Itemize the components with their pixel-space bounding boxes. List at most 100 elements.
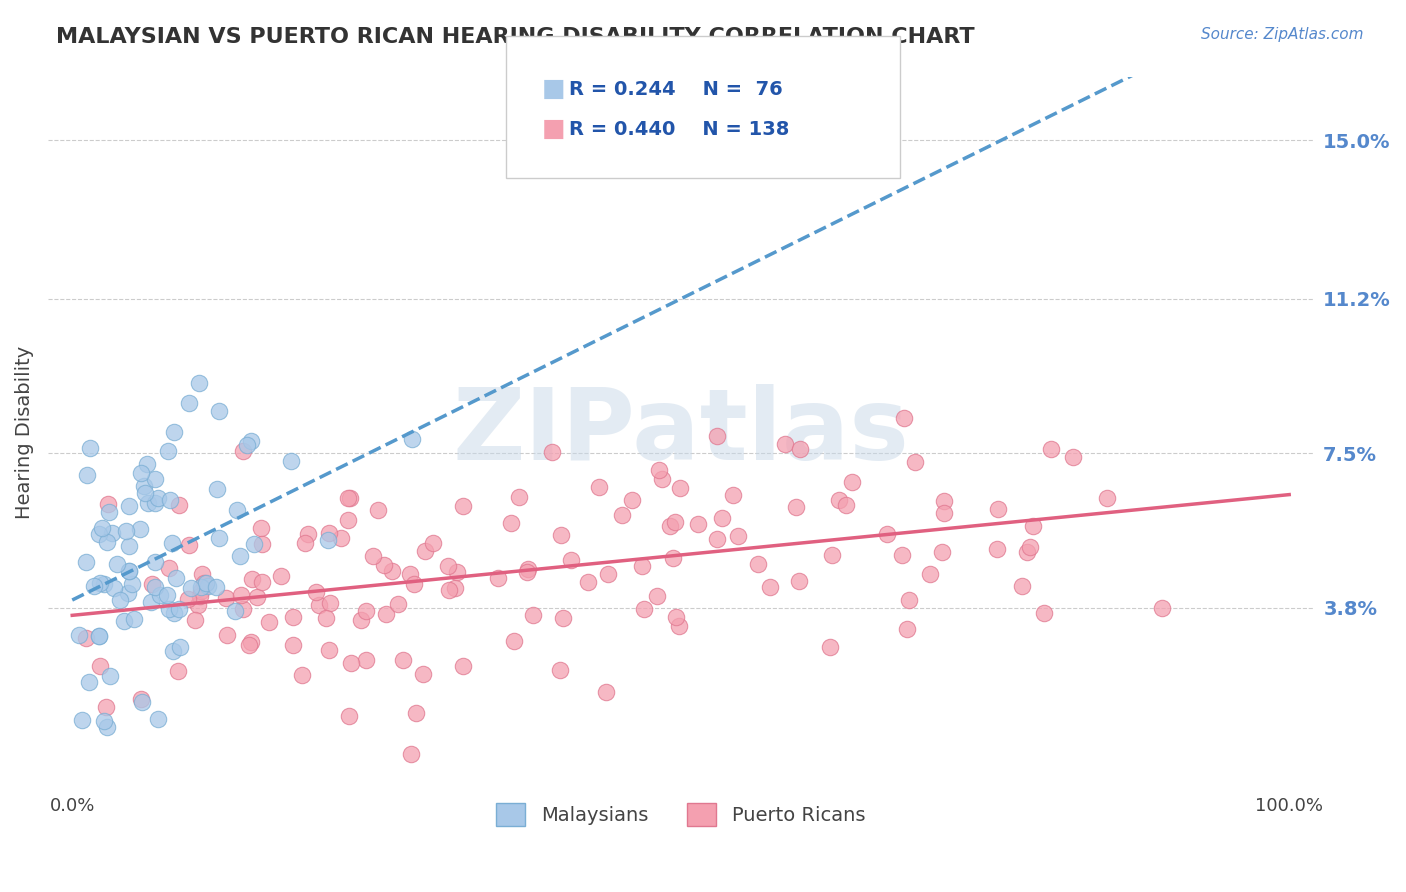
Puerto Ricans	[349, 614, 371, 628]
Puerto Ricans	[550, 527, 572, 541]
Puerto Ricans	[232, 444, 254, 458]
Puerto Ricans	[238, 638, 260, 652]
Puerto Ricans	[294, 536, 316, 550]
Puerto Ricans	[1040, 442, 1063, 457]
Malaysians	[112, 615, 135, 629]
Puerto Ricans	[706, 532, 728, 546]
Puerto Ricans	[184, 613, 207, 627]
Malaysians	[117, 585, 139, 599]
Malaysians	[163, 606, 186, 620]
Puerto Ricans	[818, 640, 841, 655]
Puerto Ricans	[250, 520, 273, 534]
Puerto Ricans	[508, 490, 530, 504]
Puerto Ricans	[828, 493, 851, 508]
Puerto Ricans	[412, 666, 434, 681]
Malaysians	[76, 467, 98, 482]
Puerto Ricans	[706, 429, 728, 443]
Puerto Ricans	[250, 575, 273, 590]
Puerto Ricans	[337, 491, 360, 505]
Puerto Ricans	[596, 567, 619, 582]
Puerto Ricans	[835, 498, 858, 512]
Malaysians	[167, 601, 190, 615]
Malaysians	[77, 675, 100, 690]
Malaysians	[180, 582, 202, 596]
Puerto Ricans	[437, 559, 460, 574]
Puerto Ricans	[283, 610, 305, 624]
Puerto Ricans	[177, 592, 200, 607]
Puerto Ricans	[381, 564, 404, 578]
Legend: Malaysians, Puerto Ricans: Malaysians, Puerto Ricans	[488, 795, 873, 834]
Puerto Ricans	[318, 525, 340, 540]
Puerto Ricans	[1021, 519, 1043, 533]
Malaysians	[101, 526, 124, 541]
Puerto Ricans	[415, 544, 437, 558]
Malaysians	[131, 694, 153, 708]
Malaysians	[187, 376, 209, 390]
Puerto Ricans	[1062, 450, 1084, 464]
Puerto Ricans	[787, 574, 810, 588]
Puerto Ricans	[373, 558, 395, 572]
Puerto Ricans	[239, 634, 262, 648]
Puerto Ricans	[540, 445, 562, 459]
Malaysians	[401, 432, 423, 446]
Malaysians	[89, 527, 111, 541]
Puerto Ricans	[648, 463, 671, 477]
Malaysians	[195, 576, 218, 591]
Puerto Ricans	[167, 498, 190, 512]
Malaysians	[93, 577, 115, 591]
Malaysians	[139, 595, 162, 609]
Malaysians	[143, 555, 166, 569]
Malaysians	[225, 503, 247, 517]
Malaysians	[204, 580, 226, 594]
Malaysians	[118, 499, 141, 513]
Malaysians	[159, 493, 181, 508]
Puerto Ricans	[444, 581, 467, 595]
Malaysians	[156, 588, 179, 602]
Puerto Ricans	[553, 610, 575, 624]
Puerto Ricans	[375, 607, 398, 621]
Malaysians	[208, 404, 231, 418]
Malaysians	[129, 466, 152, 480]
Puerto Ricans	[281, 638, 304, 652]
Puerto Ricans	[340, 656, 363, 670]
Puerto Ricans	[789, 442, 811, 456]
Text: ■: ■	[541, 78, 565, 101]
Malaysians	[136, 457, 159, 471]
Malaysians	[316, 533, 339, 547]
Puerto Ricans	[387, 598, 409, 612]
Puerto Ricans	[621, 493, 644, 508]
Puerto Ricans	[987, 502, 1010, 516]
Malaysians	[129, 523, 152, 537]
Puerto Ricans	[659, 519, 682, 533]
Puerto Ricans	[354, 653, 377, 667]
Puerto Ricans	[934, 506, 956, 520]
Malaysians	[165, 571, 187, 585]
Puerto Ricans	[934, 494, 956, 508]
Puerto Ricans	[516, 565, 538, 579]
Malaysians	[132, 479, 155, 493]
Malaysians	[136, 496, 159, 510]
Malaysians	[240, 434, 263, 448]
Malaysians	[118, 564, 141, 578]
Puerto Ricans	[1011, 579, 1033, 593]
Malaysians	[105, 557, 128, 571]
Text: MALAYSIAN VS PUERTO RICAN HEARING DISABILITY CORRELATION CHART: MALAYSIAN VS PUERTO RICAN HEARING DISABI…	[56, 27, 974, 46]
Puerto Ricans	[651, 473, 673, 487]
Puerto Ricans	[896, 622, 918, 636]
Malaysians	[243, 537, 266, 551]
Malaysians	[157, 601, 180, 615]
Malaysians	[75, 555, 97, 569]
Puerto Ricans	[876, 526, 898, 541]
Malaysians	[177, 396, 200, 410]
Malaysians	[163, 425, 186, 440]
Malaysians	[205, 483, 228, 497]
Malaysians	[197, 579, 219, 593]
Malaysians	[280, 454, 302, 468]
Malaysians	[148, 491, 170, 506]
Malaysians	[145, 580, 167, 594]
Puerto Ricans	[141, 577, 163, 591]
Puerto Ricans	[1019, 540, 1042, 554]
Puerto Ricans	[304, 585, 326, 599]
Puerto Ricans	[773, 436, 796, 450]
Text: R = 0.244    N =  76: R = 0.244 N = 76	[569, 79, 783, 99]
